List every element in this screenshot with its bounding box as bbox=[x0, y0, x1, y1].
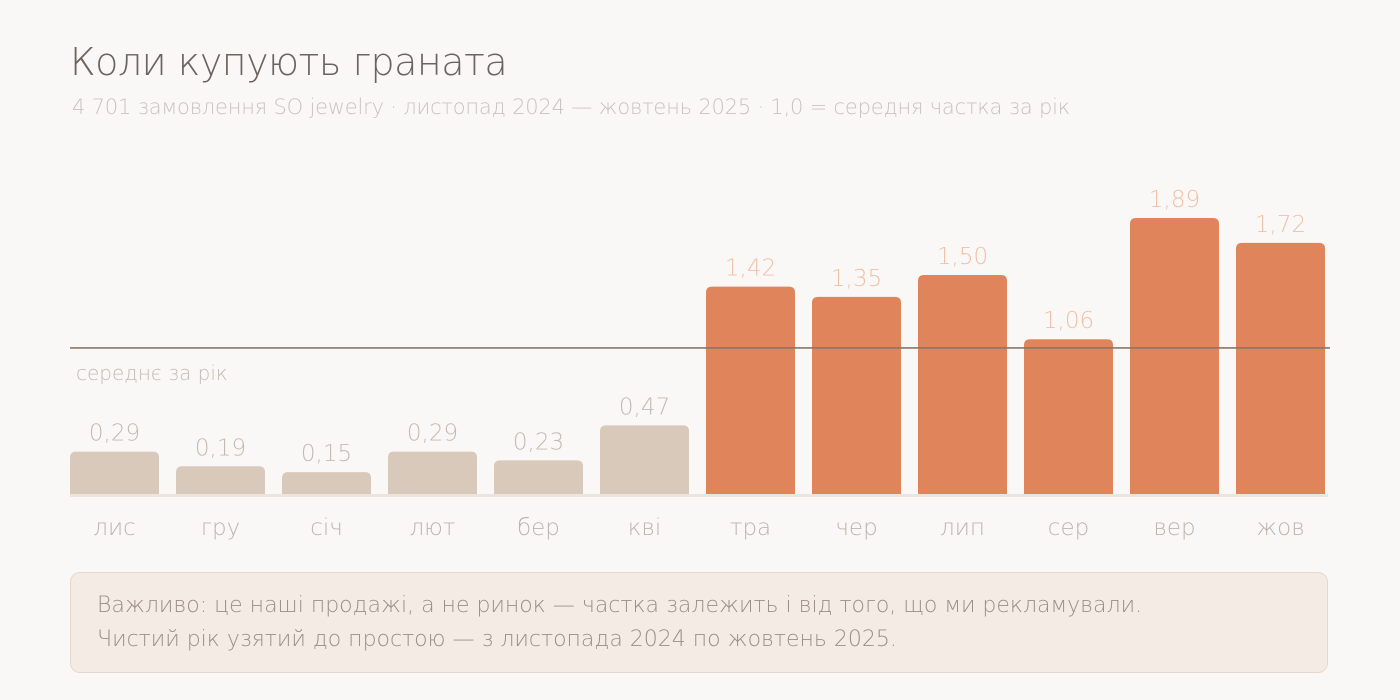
value-label-січ: 0,15 bbox=[301, 441, 352, 467]
chart-subtitle: 4 701 замовлення SO jewelry · листопад 2… bbox=[72, 95, 1071, 119]
chart-baseline bbox=[70, 494, 1328, 497]
value-label-гру: 0,19 bbox=[195, 435, 246, 461]
category-label-лис: лис bbox=[93, 515, 136, 541]
category-label-вер: вер bbox=[1153, 515, 1195, 541]
bar-лип bbox=[918, 274, 1007, 494]
bar-чер bbox=[812, 296, 901, 494]
average-reference-label: середнє за рік bbox=[76, 361, 228, 385]
category-label-січ: січ bbox=[310, 515, 343, 541]
value-label-бер: 0,23 bbox=[513, 429, 564, 455]
value-label-лис: 0,29 bbox=[89, 421, 140, 447]
category-label-бер: бер bbox=[517, 515, 560, 541]
category-label-гру: гру bbox=[201, 515, 241, 541]
bar-січ bbox=[282, 472, 371, 494]
category-label-чер: чер bbox=[835, 515, 877, 541]
note-line-2: Чистий рік узятий до простою — з листопа… bbox=[97, 627, 897, 652]
value-label-вер: 1,89 bbox=[1149, 187, 1200, 213]
bar-кві bbox=[600, 425, 689, 494]
bar-тра bbox=[706, 286, 795, 494]
note-box: Важливо: це наші продажі, а не ринок — ч… bbox=[70, 572, 1328, 673]
value-label-сер: 1,06 bbox=[1043, 308, 1094, 334]
category-label-жов: жов bbox=[1256, 515, 1304, 541]
category-label-лип: лип bbox=[940, 515, 985, 541]
bar-лют bbox=[388, 451, 477, 494]
bar-бер bbox=[494, 460, 583, 494]
value-label-лип: 1,50 bbox=[937, 244, 988, 270]
bar-гру bbox=[176, 466, 265, 494]
category-label-лют: лют bbox=[409, 515, 455, 541]
category-label-тра: тра bbox=[730, 515, 771, 541]
chart-title: Коли купують граната bbox=[70, 40, 508, 84]
bar-жов bbox=[1236, 242, 1325, 494]
value-label-кві: 0,47 bbox=[619, 394, 670, 420]
value-label-жов: 1,72 bbox=[1255, 212, 1306, 238]
bar-сер bbox=[1024, 339, 1113, 494]
bar-вер bbox=[1130, 218, 1219, 494]
value-label-лют: 0,29 bbox=[407, 421, 458, 447]
bar-лис bbox=[70, 451, 159, 494]
category-label-кві: кві bbox=[628, 515, 662, 541]
note-line-1: Важливо: це наші продажі, а не ринок — ч… bbox=[97, 593, 1143, 618]
value-label-чер: 1,35 bbox=[831, 266, 882, 292]
bar-chart: 0,29 лис 0,19 гру 0,15 січ 0,29 лют 0,23 бер 0,47 к… bbox=[70, 187, 1330, 541]
value-label-тра: 1,42 bbox=[725, 256, 776, 282]
category-label-сер: сер bbox=[1048, 515, 1089, 541]
